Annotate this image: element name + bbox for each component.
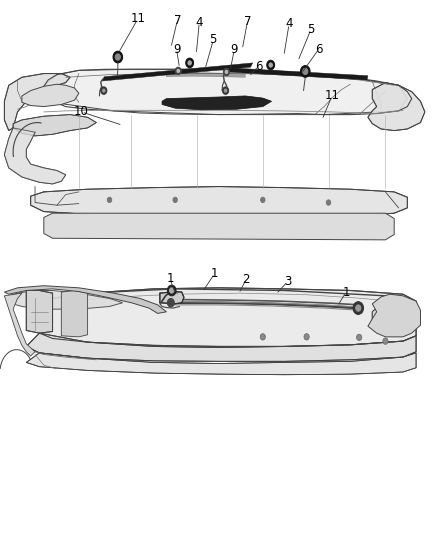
Circle shape — [177, 69, 180, 72]
Text: 5: 5 — [307, 23, 314, 36]
Polygon shape — [39, 288, 416, 346]
Text: 7: 7 — [173, 14, 181, 27]
Circle shape — [269, 63, 272, 67]
Circle shape — [261, 197, 265, 203]
Text: 3: 3 — [284, 275, 291, 288]
Polygon shape — [166, 72, 245, 77]
Circle shape — [303, 68, 308, 75]
Circle shape — [113, 51, 123, 63]
Text: 2: 2 — [242, 273, 250, 286]
Polygon shape — [160, 292, 184, 304]
Circle shape — [260, 334, 265, 340]
Circle shape — [188, 61, 191, 65]
Text: 9: 9 — [230, 43, 238, 56]
Circle shape — [300, 66, 310, 77]
Polygon shape — [26, 290, 53, 333]
Circle shape — [167, 298, 174, 307]
Polygon shape — [9, 290, 123, 309]
Text: 9: 9 — [173, 43, 180, 55]
Polygon shape — [44, 213, 394, 240]
Circle shape — [107, 197, 112, 203]
Polygon shape — [26, 353, 416, 375]
Circle shape — [326, 200, 331, 205]
Polygon shape — [4, 293, 35, 356]
Circle shape — [167, 285, 176, 296]
Polygon shape — [372, 304, 416, 326]
Circle shape — [357, 334, 362, 341]
Text: 5: 5 — [210, 34, 217, 46]
Text: 4: 4 — [285, 18, 293, 30]
Circle shape — [223, 68, 230, 76]
Circle shape — [175, 67, 181, 75]
Polygon shape — [61, 290, 88, 337]
Text: 1: 1 — [342, 286, 350, 298]
Polygon shape — [4, 128, 66, 184]
Text: 11: 11 — [325, 90, 339, 102]
Text: 6: 6 — [254, 60, 262, 72]
Circle shape — [383, 338, 388, 344]
Polygon shape — [31, 187, 407, 217]
Text: 4: 4 — [195, 16, 203, 29]
Polygon shape — [0, 0, 438, 266]
Polygon shape — [102, 63, 253, 81]
Text: 7: 7 — [244, 15, 251, 28]
Circle shape — [225, 70, 228, 74]
Circle shape — [353, 302, 364, 314]
Text: 11: 11 — [131, 12, 145, 25]
Circle shape — [173, 197, 177, 203]
Circle shape — [101, 87, 107, 94]
Circle shape — [170, 288, 174, 293]
Text: 6: 6 — [315, 43, 323, 55]
Circle shape — [115, 54, 120, 60]
Polygon shape — [22, 84, 79, 107]
Polygon shape — [4, 74, 70, 131]
Circle shape — [356, 305, 361, 311]
Polygon shape — [44, 69, 407, 115]
Polygon shape — [4, 286, 166, 313]
Polygon shape — [162, 96, 272, 110]
Polygon shape — [368, 83, 425, 131]
Circle shape — [223, 87, 229, 94]
Circle shape — [224, 89, 227, 92]
Text: 1: 1 — [211, 267, 219, 280]
Circle shape — [186, 58, 194, 68]
Polygon shape — [226, 68, 368, 80]
Circle shape — [267, 60, 275, 70]
Polygon shape — [26, 333, 416, 361]
Text: 1: 1 — [166, 272, 174, 285]
Text: 10: 10 — [74, 106, 89, 118]
Circle shape — [102, 89, 105, 92]
Polygon shape — [13, 115, 96, 136]
Circle shape — [304, 334, 309, 340]
Polygon shape — [368, 294, 420, 337]
